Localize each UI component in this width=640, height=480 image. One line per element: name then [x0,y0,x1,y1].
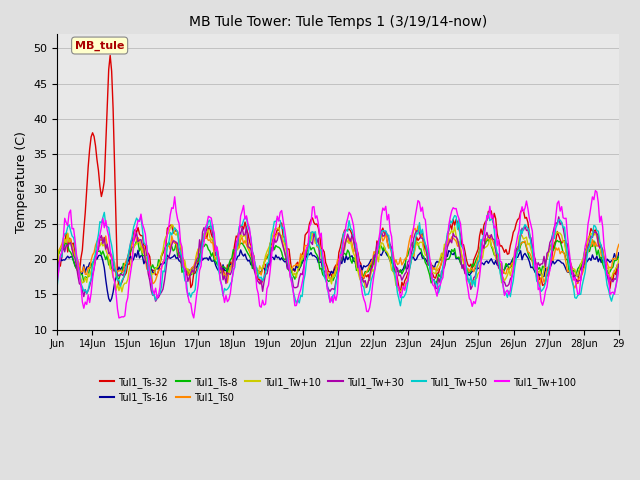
Text: MB_tule: MB_tule [75,40,124,51]
Title: MB Tule Tower: Tule Temps 1 (3/19/14-now): MB Tule Tower: Tule Temps 1 (3/19/14-now… [189,15,487,29]
Y-axis label: Temperature (C): Temperature (C) [15,131,28,233]
Legend: Tul1_Ts-32, Tul1_Ts-16, Tul1_Ts-8, Tul1_Ts0, Tul1_Tw+10, Tul1_Tw+30, Tul1_Tw+50,: Tul1_Ts-32, Tul1_Ts-16, Tul1_Ts-8, Tul1_… [96,373,580,408]
